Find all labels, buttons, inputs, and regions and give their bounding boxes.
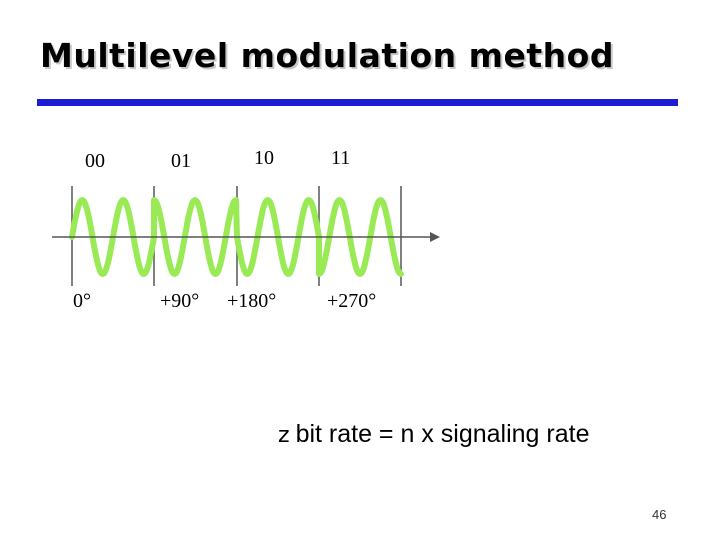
title-underline [37,99,678,106]
phase-label-0: 0° [73,290,91,312]
phase-label-270: +270° [327,290,376,312]
bullet-point: z bit rate = n x signaling rate [278,420,589,449]
page-number: 46 [652,507,667,522]
bullet-text: bit rate = n x signaling rate [295,420,590,448]
bit-label-11: 11 [331,147,350,169]
slide-title: Multilevel modulation method [40,36,614,75]
bit-label-01: 01 [171,150,191,172]
bit-label-00: 00 [85,150,105,172]
phase-label-90: +90° [160,290,199,312]
axis-arrowhead [430,232,440,242]
time-axis [52,232,440,242]
modulated-waveform [69,197,404,277]
bullet-icon: z [278,423,290,448]
bit-label-10: 10 [254,147,274,169]
phase-label-180: +180° [227,290,276,312]
